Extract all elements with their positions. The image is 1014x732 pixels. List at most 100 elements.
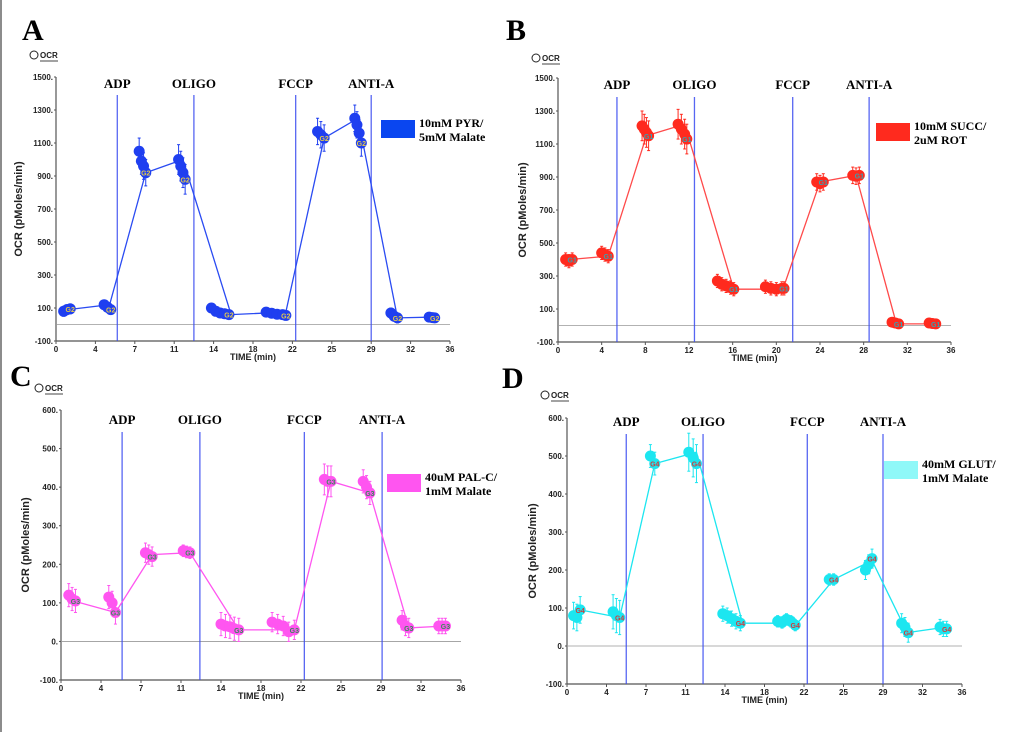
data-cluster: G1 — [596, 245, 614, 264]
data-point — [364, 487, 376, 499]
data-point-label: G2 — [106, 308, 115, 315]
data-cluster: G1 — [672, 108, 693, 155]
x-tick-label: 0 — [556, 346, 561, 355]
y-tick-label: 1100. — [33, 139, 53, 148]
injection-label-adp: ADP — [109, 412, 136, 427]
y-tick-label: 1100. — [535, 140, 555, 149]
data-point-label: G2 — [66, 307, 75, 314]
series-toggle-circle-icon — [531, 53, 541, 63]
data-point — [690, 458, 702, 470]
data-point-label: G2 — [281, 313, 290, 320]
data-point-label: G1 — [819, 180, 828, 187]
data-point-label: G4 — [867, 557, 876, 564]
data-point-label: G3 — [441, 624, 450, 631]
x-tick-label: 29 — [377, 684, 386, 693]
x-tick-label: 11 — [170, 345, 179, 354]
legend-swatch — [884, 461, 918, 479]
data-point — [353, 127, 365, 139]
data-cluster: G1 — [711, 273, 740, 297]
x-tick-label: 36 — [958, 688, 967, 697]
data-point — [105, 304, 117, 316]
x-tick-label: 25 — [839, 688, 848, 697]
data-point — [574, 604, 586, 616]
y-tick-label: 0. — [51, 637, 58, 646]
data-point — [403, 622, 415, 634]
data-point-label: G1 — [729, 287, 738, 294]
series-line — [569, 123, 936, 325]
data-cluster: G3 — [139, 542, 158, 567]
data-point-label: G2 — [319, 136, 328, 143]
x-tick-label: 7 — [139, 684, 144, 693]
data-point — [69, 595, 81, 607]
injection-label-oligo: OLIGO — [681, 414, 725, 429]
data-point — [288, 624, 300, 636]
y-tick-label: 300. — [37, 271, 53, 280]
data-cluster: G4 — [607, 594, 626, 636]
data-cluster: G1 — [886, 316, 905, 330]
injection-label-oligo: OLIGO — [178, 412, 222, 427]
y-tick-label: 100. — [539, 305, 555, 314]
data-point-label: G4 — [829, 578, 838, 585]
y-tick-label: 100. — [42, 599, 58, 608]
chart-panel-a: OCR 1500. 1300. 1100. 900. 700. 500. 300. 100. -1… — [13, 50, 486, 362]
data-cluster: G3 — [357, 469, 376, 505]
data-point — [893, 318, 905, 330]
y-tick-label: 500. — [539, 239, 555, 248]
data-cluster: G4 — [772, 613, 801, 632]
injection-label-fccp: FCCP — [775, 77, 810, 92]
series-toggle-circle-icon — [29, 50, 39, 60]
data-point-label: G2 — [141, 171, 150, 178]
panel-letter-b: B — [506, 14, 527, 47]
series-toggle-label: OCR — [551, 391, 569, 400]
legend-label-line2: 5mM Malate — [419, 130, 486, 144]
data-cluster: G4 — [896, 613, 914, 643]
data-point — [223, 309, 235, 321]
legend-swatch — [387, 474, 421, 492]
x-axis-title: TIME (min) — [742, 695, 788, 705]
x-tick-label: 29 — [367, 345, 376, 354]
series-line — [73, 480, 446, 631]
data-point-label: G2 — [393, 316, 402, 323]
x-axis-title: TIME (min) — [238, 691, 284, 701]
x-tick-label: 32 — [903, 346, 912, 355]
x-tick-label: 7 — [644, 688, 649, 697]
injection-label-anti-a: ANTI-A — [359, 412, 406, 427]
y-tick-label: 1300. — [535, 107, 555, 116]
series-line — [580, 451, 947, 634]
data-point-label: G3 — [326, 479, 335, 486]
data-point — [728, 283, 740, 295]
data-point — [325, 475, 337, 487]
data-point — [681, 133, 693, 145]
y-tick-label: 200. — [548, 566, 564, 575]
data-point — [614, 612, 626, 623]
data-point — [789, 619, 801, 631]
data-cluster: G3 — [177, 544, 196, 559]
y-axis-title: OCR (pMoles/min) — [517, 162, 529, 258]
y-tick-label: -100. — [546, 680, 564, 689]
data-point-label: G3 — [404, 626, 413, 633]
y-tick-label: 300. — [548, 528, 564, 537]
data-point-label: G3 — [147, 555, 156, 562]
x-tick-label: 0 — [565, 688, 570, 697]
data-cluster: G3 — [63, 583, 81, 613]
data-point — [649, 458, 661, 470]
x-tick-label: 32 — [918, 688, 927, 697]
injection-label-anti-a: ANTI-A — [860, 414, 907, 429]
legend-label-line2: 1mM Malate — [425, 484, 492, 498]
data-point — [778, 282, 790, 294]
x-tick-label: 4 — [93, 345, 98, 354]
data-point — [64, 303, 76, 315]
chart-panel-c: OCR 600. 500. 400. 300. 200. 100. 0. -100.0 4 7 11 1… — [20, 383, 498, 701]
injection-label-oligo: OLIGO — [672, 77, 716, 92]
x-tick-label: 0 — [54, 345, 59, 354]
legend-label-line1: 10mM SUCC/ — [914, 119, 987, 133]
legend-label-line1: 40mM GLUT/ — [922, 457, 996, 471]
x-tick-label: 25 — [337, 684, 346, 693]
data-point-label: G2 — [224, 313, 233, 320]
legend-label-line2: 1mM Malate — [922, 471, 989, 485]
data-point-label: G1 — [931, 322, 940, 329]
injection-label-adp: ADP — [613, 414, 640, 429]
injection-label-fccp: FCCP — [790, 414, 825, 429]
data-point-label: G2 — [430, 316, 439, 323]
data-point-label: G1 — [568, 258, 577, 265]
